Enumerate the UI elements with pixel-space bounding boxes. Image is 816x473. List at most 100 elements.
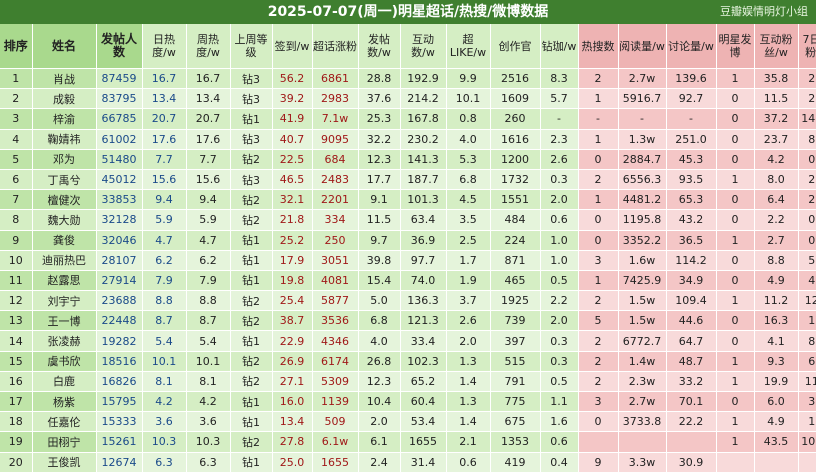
cell-posts: 12.3: [358, 149, 401, 170]
cell-reads: 1.3w: [618, 129, 667, 150]
col-header-diamond: 钻珈/w: [540, 24, 579, 69]
col-header-interactions: 互动数/w: [400, 24, 447, 69]
cell-diamond: -: [540, 108, 579, 130]
cell-topic-fans: 1139: [312, 391, 359, 413]
cell-star-posts: 0: [716, 330, 755, 352]
cell-name: 王俊凯: [32, 452, 97, 473]
cell-last-week-level: 钻1: [230, 391, 273, 413]
cell-interactions: 121.3: [400, 310, 447, 332]
cell-rank: 16: [0, 371, 33, 393]
cell-week-heat: 16.7: [186, 68, 231, 90]
cell-week-heat: 3.6: [186, 411, 231, 433]
cell-hot-search: 2: [578, 351, 619, 372]
cell-reads: 2884.7: [618, 149, 667, 170]
cell-active-fans: 2.7: [754, 230, 799, 251]
cell-name: 虞书欣: [32, 351, 97, 372]
cell-hot-search: 3: [578, 391, 619, 413]
cell-reads: 4481.2: [618, 189, 667, 211]
cell-week-heat: 6.3: [186, 452, 231, 473]
cell-topic-fans: 1655: [312, 452, 359, 473]
cell-creators: 515: [490, 351, 541, 372]
cell-diamond: 0.5: [540, 371, 579, 393]
cell-interactions: 192.9: [400, 68, 447, 90]
cell-discussions: 45.3: [666, 149, 717, 170]
cell-reads: 5916.7: [618, 88, 667, 110]
cell-active-fans: 11.2: [754, 290, 799, 312]
cell-active-fans: 4.1: [754, 330, 799, 352]
cell-diamond: 2.2: [540, 290, 579, 312]
cell-hot-search: [578, 431, 619, 453]
table-row: 16 白鹿 16826 8.1 8.1 钻2 27.1 5309 12.3 65.2 1.4 791 0…: [0, 371, 816, 393]
cell-diamond: 5.7: [540, 88, 579, 110]
cell-star-posts: 1: [716, 431, 755, 453]
cell-seven-day-fans: 11.5: [798, 371, 816, 393]
cell-posts: 9.1: [358, 189, 401, 211]
data-table: 排序 姓名 发帖人数 日热度/w 周热度/w 上周等级 签到/w 超话涨粉 发帖数/w 互动数/w…: [0, 24, 816, 473]
col-header-discussions: 讨论量/w: [666, 24, 717, 69]
cell-interactions: 63.4: [400, 209, 447, 231]
cell-day-heat: 5.9: [142, 209, 187, 231]
cell-posters: 27914: [96, 270, 143, 292]
cell-creators: 397: [490, 330, 541, 352]
cell-day-heat: 17.6: [142, 129, 187, 150]
cell-posts: 15.4: [358, 270, 401, 292]
cell-last-week-level: 钻1: [230, 250, 273, 271]
cell-discussions: 92.7: [666, 88, 717, 110]
cell-posters: 61002: [96, 129, 143, 150]
cell-last-week-level: 钻3: [230, 129, 273, 150]
cell-week-heat: 10.3: [186, 431, 231, 453]
table-row: 1 肖战 87459 16.7 16.7 钻3 56.2 6861 28.8 192.9 9.9 25…: [0, 68, 816, 90]
cell-diamond: 2.3: [540, 129, 579, 150]
col-header-active-fans: 互动粉丝/w: [754, 24, 799, 69]
cell-star-posts: 1: [716, 169, 755, 191]
col-header-star-posts: 明星发博: [716, 24, 755, 69]
cell-topic-fans: 2983: [312, 88, 359, 110]
cell-discussions: 34.9: [666, 270, 717, 292]
cell-star-posts: 0: [716, 391, 755, 413]
cell-seven-day-fans: 3.6: [798, 391, 816, 413]
cell-star-posts: 0: [716, 270, 755, 292]
cell-posts: 25.3: [358, 108, 401, 130]
col-header-posts: 发帖数/w: [358, 24, 401, 69]
chart-title: 2025-07-07(周一)明星超话/热搜/微博数据: [267, 4, 549, 20]
cell-discussions: 36.5: [666, 230, 717, 251]
cell-diamond: 0.4: [540, 452, 579, 473]
cell-week-heat: 4.2: [186, 391, 231, 413]
cell-seven-day-fans: 4.3: [798, 270, 816, 292]
cell-name: 邓为: [32, 149, 97, 170]
table-row: 4 鞠婧祎 61002 17.6 17.6 钻3 40.7 9095 32.2 230.2 4.0 1…: [0, 129, 816, 150]
cell-super-like: 1.7: [446, 250, 491, 271]
cell-star-posts: 1: [716, 68, 755, 90]
cell-seven-day-fans: 145.2: [798, 108, 816, 130]
cell-creators: 739: [490, 310, 541, 332]
cell-posters: 83795: [96, 88, 143, 110]
cell-rank: 9: [0, 230, 33, 251]
cell-posts: 12.3: [358, 371, 401, 393]
cell-super-like: 6.8: [446, 169, 491, 191]
cell-posters: 66785: [96, 108, 143, 130]
cell-posts: 10.4: [358, 391, 401, 413]
cell-interactions: 1655: [400, 431, 447, 453]
cell-hot-search: 0: [578, 411, 619, 433]
cell-active-fans: [754, 452, 799, 473]
cell-creators: 419: [490, 452, 541, 473]
cell-rank: 13: [0, 310, 33, 332]
cell-hot-search: 2: [578, 68, 619, 90]
cell-discussions: 93.5: [666, 169, 717, 191]
cell-hot-search: 0: [578, 209, 619, 231]
cell-name: 赵露思: [32, 270, 97, 292]
cell-diamond: 0.3: [540, 169, 579, 191]
cell-topic-fans: 2483: [312, 169, 359, 191]
cell-active-fans: 6.4: [754, 189, 799, 211]
cell-day-heat: 3.6: [142, 411, 187, 433]
cell-name: 檀健次: [32, 189, 97, 211]
cell-discussions: -: [666, 108, 717, 130]
cell-last-week-level: 钻3: [230, 88, 273, 110]
cell-interactions: 101.3: [400, 189, 447, 211]
cell-star-posts: 0: [716, 149, 755, 170]
cell-topic-fans: 3051: [312, 250, 359, 271]
cell-discussions: 70.1: [666, 391, 717, 413]
cell-posters: 32128: [96, 209, 143, 231]
cell-week-heat: 8.7: [186, 310, 231, 332]
cell-hot-search: 2: [578, 330, 619, 352]
